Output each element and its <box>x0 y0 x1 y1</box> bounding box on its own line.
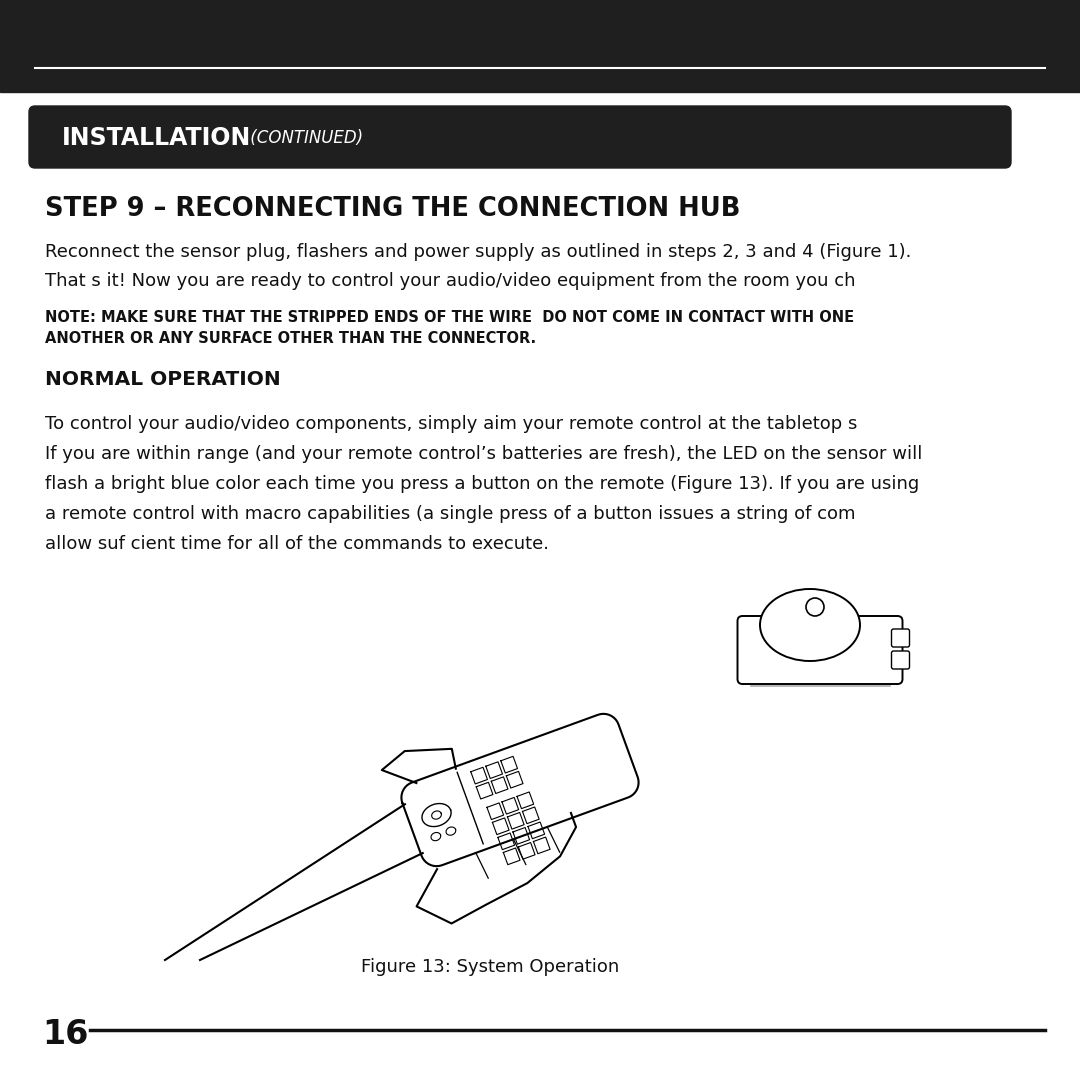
FancyBboxPatch shape <box>29 106 1011 168</box>
Text: To control your audio/video components, simply aim your remote control at the ta: To control your audio/video components, … <box>45 415 858 433</box>
Text: 16: 16 <box>42 1018 89 1051</box>
Bar <box>0 0 1080 92</box>
Text: That s it! Now you are ready to control your audio/video equipment from the room: That s it! Now you are ready to control … <box>45 272 855 291</box>
Text: STEP 9 – RECONNECTING THE CONNECTION HUB: STEP 9 – RECONNECTING THE CONNECTION HUB <box>45 195 741 222</box>
Text: Reconnect the sensor plug, flashers and power supply as outlined in steps 2, 3 a: Reconnect the sensor plug, flashers and … <box>45 243 912 261</box>
FancyBboxPatch shape <box>738 616 903 684</box>
Text: INSTALLATION: INSTALLATION <box>62 126 252 150</box>
FancyBboxPatch shape <box>891 651 909 669</box>
Text: a remote control with macro capabilities (a single press of a button issues a st: a remote control with macro capabilities… <box>45 505 855 523</box>
Text: NOTE: MAKE SURE THAT THE STRIPPED ENDS OF THE WIRE  DO NOT COME IN CONTACT WITH : NOTE: MAKE SURE THAT THE STRIPPED ENDS O… <box>45 310 854 325</box>
Text: If you are within range (and your remote control’s batteries are fresh), the LED: If you are within range (and your remote… <box>45 445 922 463</box>
FancyBboxPatch shape <box>891 629 909 647</box>
Text: flash a bright blue color each time you press a button on the remote (Figure 13): flash a bright blue color each time you … <box>45 475 919 492</box>
Text: (CONTINUED): (CONTINUED) <box>245 129 363 147</box>
Text: allow suf cient time for all of the commands to execute.: allow suf cient time for all of the comm… <box>45 535 549 553</box>
Circle shape <box>806 598 824 616</box>
Text: ANOTHER OR ANY SURFACE OTHER THAN THE CONNECTOR.: ANOTHER OR ANY SURFACE OTHER THAN THE CO… <box>45 330 536 346</box>
Text: NORMAL OPERATION: NORMAL OPERATION <box>45 370 281 389</box>
Ellipse shape <box>760 589 860 661</box>
Text: Figure 13: System Operation: Figure 13: System Operation <box>361 958 619 976</box>
